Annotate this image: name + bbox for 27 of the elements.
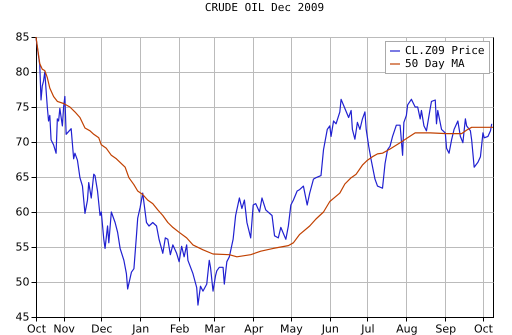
y-tick-label: 80 <box>16 66 30 78</box>
y-tick-label: 65 <box>16 170 30 184</box>
x-tick-label: Sep <box>435 322 456 335</box>
line-series <box>35 37 492 306</box>
x-tick-label: Oct <box>474 322 494 335</box>
x-tick-label: Dec <box>91 322 112 335</box>
x-tick-label: May <box>280 322 304 335</box>
legend-label: CL.Z09 Price <box>405 44 484 57</box>
chart-title: CRUDE OIL Dec 2009 <box>204 1 324 14</box>
line-series <box>35 36 494 258</box>
y-tick-label: 55 <box>16 240 30 254</box>
legend-label: 50 Day MA <box>405 57 465 70</box>
x-tick-label: Oct <box>26 322 47 335</box>
x-tick-label: Apr <box>244 322 264 335</box>
x-tick-label: Jun <box>320 322 339 335</box>
y-tick-label: 75 <box>16 100 30 114</box>
y-tick-label: 85 <box>16 30 30 44</box>
x-tick-label: Nov <box>53 322 76 335</box>
y-tick-label: 70 <box>16 136 30 148</box>
x-tick-label: Aug <box>396 322 418 335</box>
x-tick-label: Jan <box>131 322 150 335</box>
x-tick-label: Jul <box>360 322 375 335</box>
x-tick-label: Feb <box>170 322 190 335</box>
y-tick-label: 50 <box>16 276 30 288</box>
y-tick-label: 45 <box>16 310 30 324</box>
x-tick-label: Mar <box>204 322 226 335</box>
y-tick-label: 60 <box>16 206 30 218</box>
